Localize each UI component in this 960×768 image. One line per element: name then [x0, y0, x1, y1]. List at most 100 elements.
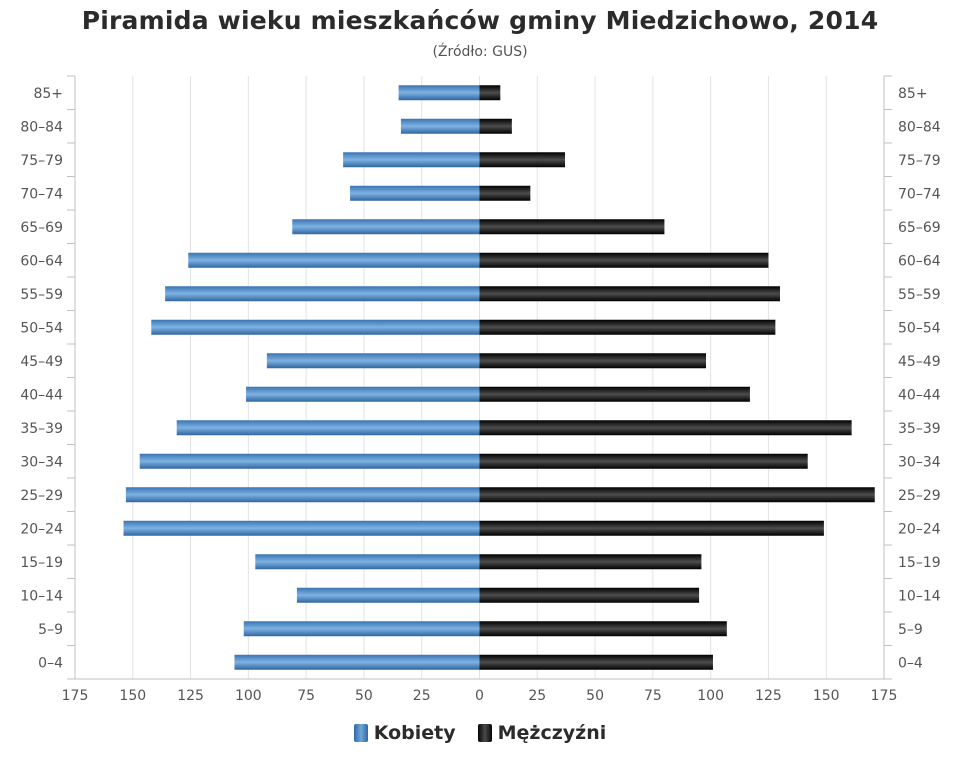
- category-label-left: 65–69: [20, 220, 63, 236]
- bar-men: [479, 654, 713, 670]
- bar-men: [479, 386, 750, 402]
- bar-women: [151, 319, 480, 335]
- legend-item-men[interactable]: Mężczyźni: [477, 722, 607, 744]
- chart-title: Piramida wieku mieszkańców gminy Miedzic…: [81, 6, 879, 35]
- category-label-right: 45–49: [898, 354, 941, 370]
- bar-men: [479, 185, 531, 201]
- x-tick-label: 75: [644, 688, 662, 704]
- bar-men: [479, 85, 501, 101]
- bar-women: [234, 654, 480, 670]
- category-label-right: 20–24: [898, 521, 941, 537]
- x-tick-label: 100: [235, 688, 262, 704]
- bar-women: [400, 118, 480, 134]
- category-label-left: 30–34: [20, 454, 63, 470]
- category-label-left: 85+: [33, 86, 63, 102]
- category-label-right: 10–14: [898, 588, 941, 604]
- x-tick-label: 125: [177, 688, 204, 704]
- bar-men: [479, 621, 727, 637]
- category-label-right: 65–69: [898, 220, 941, 236]
- x-tick-label: 75: [297, 688, 315, 704]
- x-tick-label: 100: [697, 688, 724, 704]
- bar-women: [266, 353, 480, 369]
- bar-women: [139, 453, 480, 469]
- legend-label-men: Mężczyźni: [497, 722, 607, 744]
- bar-women: [176, 420, 480, 436]
- legend: Kobiety Mężczyźni: [0, 722, 960, 744]
- category-label-right: 55–59: [898, 287, 941, 303]
- category-label-left: 75–79: [20, 153, 63, 169]
- category-label-right: 0–4: [898, 655, 923, 671]
- category-label-right: 75–79: [898, 153, 941, 169]
- bar-women: [243, 621, 480, 637]
- category-label-left: 45–49: [20, 354, 63, 370]
- legend-swatch-men: [477, 724, 492, 742]
- category-label-left: 25–29: [20, 488, 63, 504]
- population-pyramid-chart: 175 150 125 100 75 50 25 0 25 50 75 100 125 150 175 85+…: [20, 75, 941, 704]
- x-tick-label: 50: [355, 688, 373, 704]
- category-label-right: 40–44: [898, 387, 941, 403]
- category-label-left: 80–84: [20, 119, 63, 135]
- bar-women: [350, 185, 480, 201]
- category-label-right: 5–9: [898, 622, 923, 638]
- category-label-right: 80–84: [898, 119, 941, 135]
- bar-men: [479, 520, 824, 536]
- category-label-left: 55–59: [20, 287, 63, 303]
- bar-men: [479, 118, 512, 134]
- bar-men: [479, 286, 780, 302]
- grid: [67, 75, 892, 680]
- category-label-left: 35–39: [20, 421, 63, 437]
- category-label-right: 50–54: [898, 320, 941, 336]
- category-label-left: 10–14: [20, 588, 63, 604]
- category-label-left: 60–64: [20, 253, 63, 269]
- bars: [123, 85, 875, 670]
- bar-women: [343, 152, 480, 168]
- category-label-left: 20–24: [20, 521, 63, 537]
- bar-women: [398, 85, 480, 101]
- bar-men: [479, 453, 808, 469]
- category-label-right: 25–29: [898, 488, 941, 504]
- x-tick-label: 150: [119, 688, 146, 704]
- bar-men: [479, 319, 776, 335]
- category-label-left: 15–19: [20, 555, 63, 571]
- bar-women: [246, 386, 480, 402]
- category-label-right: 35–39: [898, 421, 941, 437]
- x-tick-label: 25: [413, 688, 431, 704]
- bar-men: [479, 587, 700, 603]
- category-label-right: 85+: [898, 86, 928, 102]
- category-label-left: 70–74: [20, 186, 63, 202]
- legend-label-women: Kobiety: [373, 722, 456, 744]
- category-label-right: 30–34: [898, 454, 941, 470]
- axis-labels: 175 150 125 100 75 50 25 0 25 50 75 100 125 150 175 85+…: [20, 86, 940, 704]
- category-label-left: 40–44: [20, 387, 63, 403]
- x-tick-label: 175: [62, 688, 89, 704]
- bar-men: [479, 152, 566, 168]
- bar-women: [125, 487, 480, 503]
- x-tick-label: 175: [871, 688, 898, 704]
- bar-women: [292, 219, 480, 235]
- category-label-left: 0–4: [38, 655, 63, 671]
- category-label-left: 50–54: [20, 320, 63, 336]
- bar-men: [479, 353, 707, 369]
- chart-subtitle: (Źródło: GUS): [432, 44, 528, 60]
- bar-women: [188, 252, 480, 268]
- category-label-left: 5–9: [38, 622, 63, 638]
- legend-item-women[interactable]: Kobiety: [353, 722, 456, 744]
- bar-men: [479, 252, 769, 268]
- x-tick-label: 25: [528, 688, 546, 704]
- bar-men: [479, 487, 875, 503]
- category-label-right: 70–74: [898, 186, 941, 202]
- x-tick-label: 50: [586, 688, 604, 704]
- x-tick-label: 125: [755, 688, 782, 704]
- bar-men: [479, 219, 665, 235]
- bar-men: [479, 420, 852, 436]
- x-tick-label: 150: [813, 688, 840, 704]
- bar-men: [479, 554, 702, 570]
- x-tick-label: 0: [475, 688, 484, 704]
- bar-women: [165, 286, 480, 302]
- legend-swatch-women: [353, 724, 368, 742]
- category-label-right: 15–19: [898, 555, 941, 571]
- bar-women: [296, 587, 480, 603]
- bar-women: [123, 520, 480, 536]
- bar-women: [255, 554, 480, 570]
- category-label-right: 60–64: [898, 253, 941, 269]
